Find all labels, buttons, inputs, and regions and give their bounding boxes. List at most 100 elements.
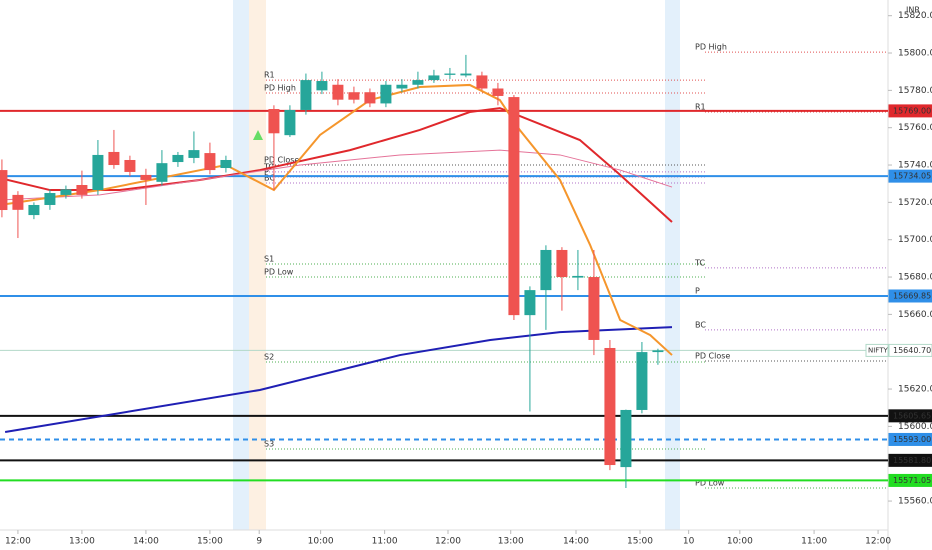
candle-body: [124, 159, 136, 172]
candle-body: [636, 352, 648, 410]
x-tick-label: 12:00: [435, 537, 461, 547]
candle-body: [284, 109, 296, 136]
price-label: 15593.00: [893, 435, 931, 444]
pivot-label: PD Close: [695, 352, 730, 361]
candle-body: [188, 150, 200, 158]
session-band: [665, 0, 680, 530]
candle-body: [204, 153, 216, 171]
pivot-label: R1: [264, 71, 275, 80]
x-tick-label: 13:00: [69, 537, 95, 547]
price-label-box: [888, 104, 932, 118]
x-tick-label: 14:00: [133, 537, 159, 547]
moving-average: [0, 149, 673, 201]
pivot-label: S2: [264, 352, 274, 361]
x-tick-label: 10: [683, 537, 695, 547]
price-label-box: [888, 473, 932, 487]
candle-body: [12, 194, 24, 210]
candle-body: [492, 88, 504, 96]
candle-body: [524, 290, 536, 316]
price-label: 15605.65: [893, 411, 931, 420]
candle-body: [44, 193, 56, 205]
session-band: [233, 0, 249, 530]
pivot-label: BC: [695, 320, 706, 329]
signal-marker: [253, 130, 263, 140]
y-tick-label: 15780.00: [898, 86, 932, 96]
price-label-box: [888, 409, 932, 423]
pivot-label: PD Low: [695, 478, 725, 487]
x-tick-label: 10:00: [308, 537, 334, 547]
candle-body: [380, 84, 392, 104]
candle-body: [364, 92, 376, 104]
x-tick-label: 12:00: [865, 537, 891, 547]
x-tick-label: 15:00: [197, 537, 223, 547]
pivot-label: TC: [694, 258, 705, 267]
candle-body: [652, 350, 664, 353]
candle-body: [156, 163, 168, 182]
candle-body: [300, 80, 312, 110]
candle-body: [444, 73, 456, 75]
candle-body: [604, 347, 616, 466]
candle-body: [60, 189, 72, 195]
candle-body: [588, 277, 600, 340]
price-label-box: [888, 289, 932, 303]
y-tick-label: 15700.00: [898, 235, 932, 245]
y-tick-label: 15620.00: [898, 385, 932, 395]
y-tick-label: 15660.00: [898, 310, 932, 320]
y-tick-label: 15820.00: [898, 11, 932, 21]
session-band: [249, 0, 266, 530]
price-label: 15571.05: [893, 476, 931, 485]
candle-body: [92, 154, 104, 191]
pivot-label: P: [695, 287, 700, 296]
candle-body: [348, 92, 360, 100]
pivot-label: S3: [264, 439, 274, 448]
moving-average: [4, 326, 673, 433]
x-tick-label: 12:00: [5, 537, 31, 547]
price-label: 15734.05: [893, 172, 931, 181]
price-label: 15769.00: [893, 106, 931, 115]
y-tick-label: 15680.00: [898, 273, 932, 283]
candle-body: [172, 154, 184, 163]
y-tick-label: 15800.00: [898, 49, 932, 59]
symbol-label: NIFTY: [868, 346, 888, 354]
pivot-label: R1: [695, 103, 706, 112]
candle-body: [460, 73, 472, 76]
y-tick-label: 15740.00: [898, 161, 932, 171]
pivot-label: PD High: [264, 83, 296, 92]
candle-body: [220, 159, 232, 169]
moving-average: [0, 107, 673, 223]
x-tick-label: 11:00: [801, 537, 827, 547]
candle-body: [556, 249, 568, 278]
price-label: 15581.80: [893, 456, 931, 465]
candle-body: [108, 151, 120, 166]
candle-body: [316, 81, 328, 91]
pivot-label: PD Low: [264, 268, 294, 277]
price-label-box: [888, 453, 932, 467]
x-tick-label: 9: [256, 537, 262, 547]
currency: INR: [906, 6, 920, 15]
candle-body: [140, 174, 152, 180]
pivot-label: PD High: [695, 43, 727, 52]
pivot-label: BC: [264, 173, 275, 182]
y-tick-label: 15720.00: [898, 198, 932, 208]
x-tick-label: 15:00: [627, 537, 653, 547]
pivot-label: TC: [263, 162, 274, 171]
y-tick-label: 15560.00: [898, 497, 932, 507]
moving-average: [0, 83, 673, 356]
y-tick-label: 15760.00: [898, 123, 932, 133]
candle-body: [508, 97, 520, 316]
x-tick-label: 10:00: [727, 537, 753, 547]
candle-body: [28, 204, 40, 216]
candle-body: [396, 84, 408, 89]
x-tick-label: 14:00: [563, 537, 589, 547]
candle-body: [428, 75, 440, 81]
candle-body: [476, 75, 488, 89]
candle-body: [412, 80, 424, 85]
x-tick-label: 13:00: [498, 537, 524, 547]
pivot-label: S1: [264, 254, 274, 263]
y-tick-label: 15600.00: [898, 422, 932, 432]
candle-body: [620, 409, 632, 468]
pivot-label: PD Close: [264, 156, 299, 165]
x-tick-label: 11:00: [372, 537, 398, 547]
price-label-box: [888, 432, 932, 446]
candle-body: [268, 109, 280, 134]
